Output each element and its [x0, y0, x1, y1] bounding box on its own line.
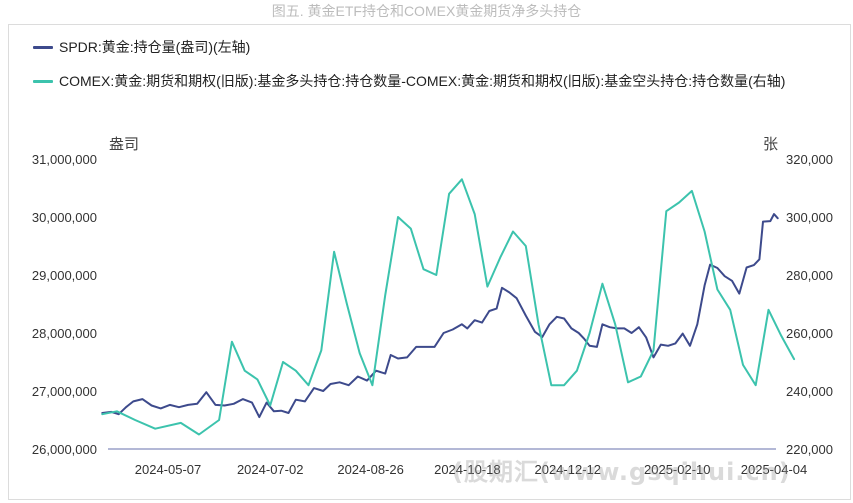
- x-tick-label: 2024-12-12: [534, 462, 601, 477]
- y-left-tick-label: 29,000,000: [32, 268, 97, 283]
- x-tick-label: 2024-08-26: [337, 462, 404, 477]
- left-axis-unit: 盎司: [109, 136, 140, 153]
- legend-item-spdr: SPDR:黄金:持仓量(盎司)(左轴): [33, 37, 250, 57]
- y-left-tick-label: 26,000,000: [32, 442, 97, 457]
- legend-swatch-comex: [33, 79, 53, 83]
- y-left-tick-label: 28,000,000: [32, 326, 97, 341]
- watermark-text: (股期汇(www.gsqihui.cn): [452, 458, 791, 486]
- legend-swatch-spdr: [33, 45, 53, 49]
- x-tick-label: 2025-04-04: [741, 462, 808, 477]
- y-left-tick-label: 30,000,000: [32, 210, 97, 225]
- y-right-tick-label: 260,000: [786, 326, 833, 341]
- legend-label-comex: COMEX:黄金:期货和期权(旧版):基金多头持仓:持仓数量-COMEX:黄金:…: [59, 73, 786, 89]
- y-left-tick-label: 27,000,000: [32, 384, 97, 399]
- y-right-tick-label: 280,000: [786, 268, 833, 283]
- x-tick-label: 2024-10-18: [434, 462, 501, 477]
- y-right-tick-label: 300,000: [786, 210, 833, 225]
- y-left-tick-label: 31,000,000: [32, 152, 97, 167]
- series-line-comex: [101, 178, 796, 436]
- y-right-tick-label: 240,000: [786, 384, 833, 399]
- legend-item-comex: COMEX:黄金:期货和期权(旧版):基金多头持仓:持仓数量-COMEX:黄金:…: [33, 71, 785, 91]
- legend-label-spdr: SPDR:黄金:持仓量(盎司)(左轴): [59, 39, 251, 55]
- x-tick-label: 2025-02-10: [644, 462, 711, 477]
- x-tick-label: 2024-05-07: [135, 462, 202, 477]
- right-axis-unit: 张: [763, 136, 779, 153]
- y-right-tick-label: 220,000: [786, 442, 833, 457]
- series-line-spdr: [101, 213, 779, 419]
- x-tick-label: 2024-07-02: [237, 462, 304, 477]
- chart-title: 图五. 黄金ETF持仓和COMEX黄金期货净多头持仓: [271, 3, 582, 19]
- y-right-tick-label: 320,000: [786, 152, 833, 167]
